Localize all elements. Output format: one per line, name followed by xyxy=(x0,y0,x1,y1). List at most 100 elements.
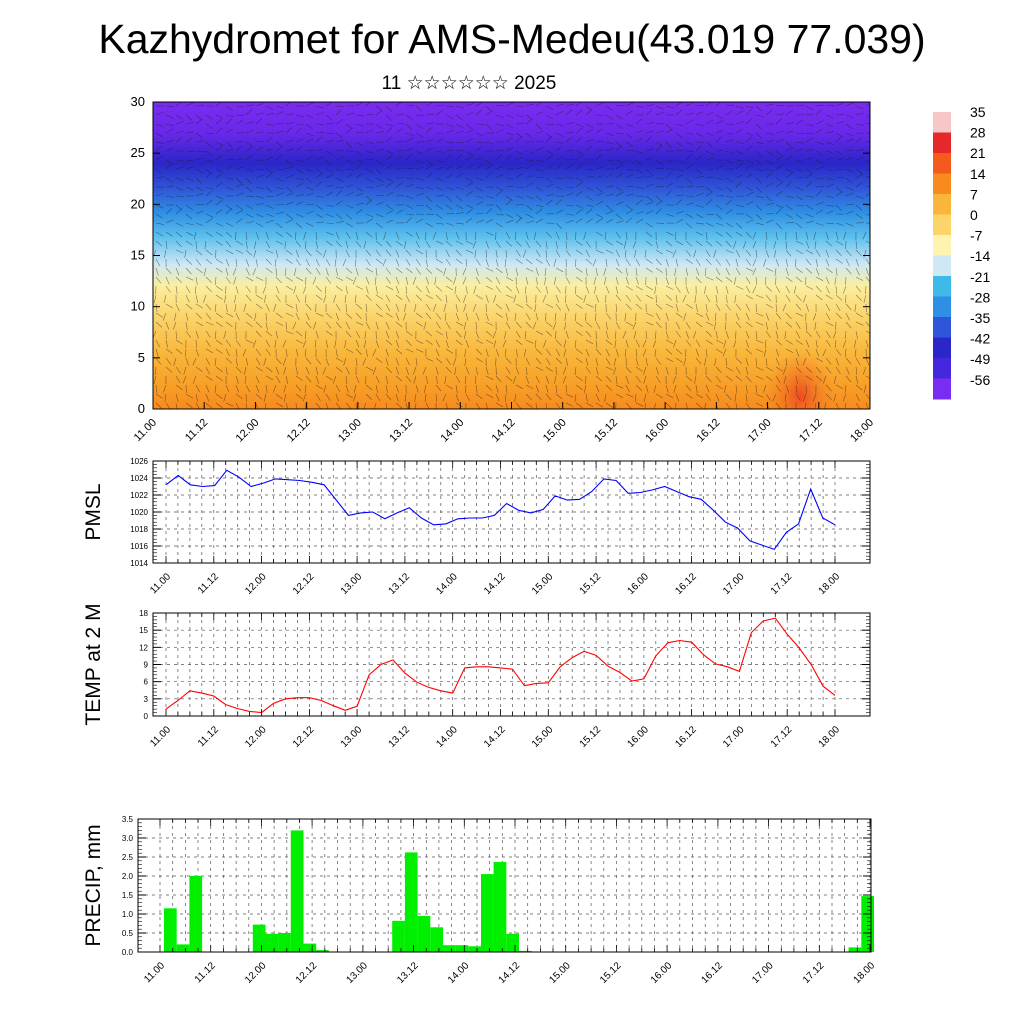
wind-barb xyxy=(252,339,257,348)
wind-barb xyxy=(345,240,349,249)
x-tick-label: 15.00 xyxy=(530,571,556,597)
wind-barb xyxy=(495,154,502,161)
wind-barb xyxy=(755,321,764,326)
wind-barb xyxy=(865,348,867,358)
wind-barb xyxy=(345,192,354,197)
wind-barb xyxy=(405,348,414,353)
wind-barb xyxy=(855,366,858,375)
wind-barb xyxy=(705,393,711,401)
wind-barb xyxy=(685,402,688,409)
wind-barb xyxy=(755,276,758,286)
wind-barb xyxy=(205,402,213,409)
wind-barb xyxy=(454,285,457,294)
wind-barb xyxy=(603,276,607,285)
wind-barb xyxy=(505,285,513,292)
wind-barb xyxy=(555,231,560,240)
wind-barb xyxy=(545,177,553,184)
wind-barb xyxy=(755,213,762,220)
wind-barb xyxy=(705,312,710,321)
wind-barb xyxy=(643,366,647,375)
wind-barb xyxy=(755,393,764,398)
wind-barb xyxy=(535,357,542,365)
wind-barb xyxy=(554,375,557,384)
wind-barb xyxy=(425,258,428,267)
wind-barb xyxy=(535,267,539,276)
wind-barb xyxy=(835,168,844,171)
wind-barb xyxy=(693,249,697,258)
wind-barb xyxy=(365,294,372,302)
wind-barb xyxy=(365,177,373,183)
wind-barb xyxy=(465,111,474,116)
wind-barb xyxy=(625,294,631,302)
x-tick-label: 15.12 xyxy=(598,960,624,986)
wind-barb xyxy=(625,303,632,310)
wind-barb xyxy=(405,213,414,216)
wind-barb xyxy=(265,168,274,174)
wind-barb xyxy=(773,249,777,258)
wind-barb xyxy=(425,147,434,152)
wind-barb xyxy=(325,168,334,173)
wind-barb xyxy=(595,366,599,375)
wind-barb xyxy=(385,154,393,161)
wind-barb xyxy=(265,249,274,254)
wind-barb xyxy=(545,312,547,322)
wind-barb xyxy=(225,114,234,118)
wind-barb xyxy=(375,357,383,364)
wind-barb xyxy=(245,312,253,319)
wind-barb xyxy=(725,303,731,311)
wind-barb xyxy=(305,222,314,227)
precip-bar xyxy=(303,943,317,952)
wind-barb xyxy=(495,204,502,211)
wind-barb xyxy=(865,159,870,164)
wind-barb xyxy=(165,348,173,354)
wind-barb xyxy=(755,132,763,139)
wind-barb xyxy=(635,118,643,125)
wind-barb xyxy=(525,393,532,401)
x-tick-label: 14.00 xyxy=(434,724,460,750)
wind-barb xyxy=(444,375,447,384)
wind-barb xyxy=(815,249,821,257)
wind-barb xyxy=(474,249,477,258)
wind-barb xyxy=(665,384,669,393)
wind-barb xyxy=(625,123,634,128)
wind-barb xyxy=(745,357,749,366)
wind-barb xyxy=(235,285,239,294)
wind-barb xyxy=(784,330,787,339)
wind-barb xyxy=(244,375,247,384)
wind-barb xyxy=(255,118,263,125)
wind-barb xyxy=(285,148,294,152)
wind-barb xyxy=(825,258,830,267)
wind-barb xyxy=(685,195,695,197)
wind-barb xyxy=(385,105,393,112)
x-tick-label: 15.12 xyxy=(592,417,620,445)
wind-barb xyxy=(815,339,818,348)
wind-barb xyxy=(415,231,420,240)
wind-barb xyxy=(215,321,223,327)
wind-barb xyxy=(355,240,362,248)
wind-barb xyxy=(715,102,721,107)
wind-barb xyxy=(785,155,794,161)
wind-barb xyxy=(395,285,400,294)
wind-barb xyxy=(415,339,424,344)
wind-barb xyxy=(853,339,857,348)
wind-barb xyxy=(255,222,264,227)
wind-barb xyxy=(865,339,869,348)
wind-barb xyxy=(285,231,293,238)
wind-barb xyxy=(345,112,354,116)
wind-barb xyxy=(275,146,283,152)
wind-barb xyxy=(615,201,624,206)
wind-barb xyxy=(592,258,597,267)
wind-barb xyxy=(195,192,204,197)
wind-barb xyxy=(645,267,653,273)
wind-barb xyxy=(595,249,604,254)
wind-barb xyxy=(422,366,427,375)
precip-panel: 0.00.51.01.52.02.53.03.511.00 11.12 12.00 1… xyxy=(82,815,877,986)
wind-barb xyxy=(725,199,733,206)
wind-barb xyxy=(275,402,284,408)
wind-barb xyxy=(575,285,577,295)
wind-barb xyxy=(365,285,369,294)
wind-barb xyxy=(775,113,784,116)
wind-barb xyxy=(505,294,514,299)
wind-barb xyxy=(182,375,187,384)
